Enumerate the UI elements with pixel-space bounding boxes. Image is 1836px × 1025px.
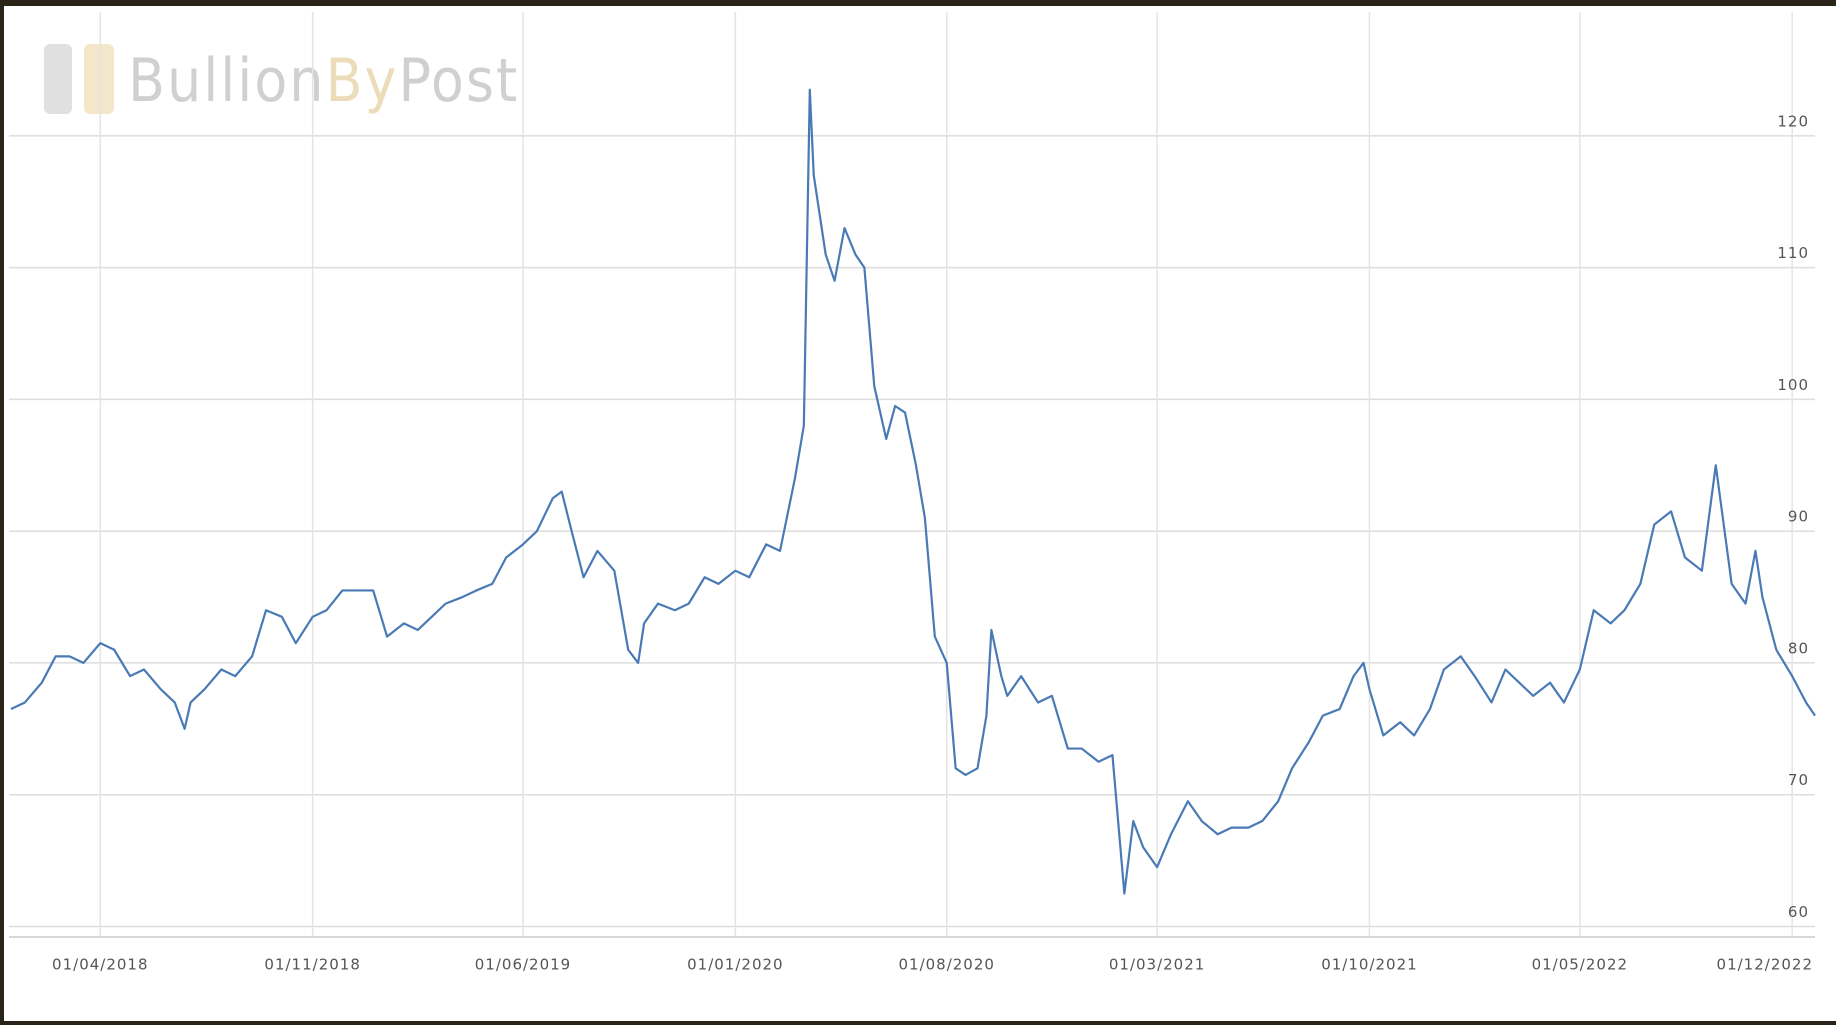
logo-bar [84,44,114,114]
logo: BullionByPost [44,44,519,116]
x-tick-label: 01/01/2020 [687,956,783,974]
y-tick-label: 60 [1788,903,1809,921]
logo-part: By [326,46,399,116]
x-tick-label: 01/05/2022 [1532,956,1628,974]
y-tick-label: 110 [1777,244,1809,262]
plot-background [4,6,1836,1021]
x-tick-label: 01/10/2021 [1321,956,1417,974]
logo-part: Bullion [128,46,326,116]
y-tick-label: 80 [1788,639,1809,657]
y-tick-label: 120 [1777,112,1809,130]
data-line [10,88,1816,895]
logo-text: BullionByPost [128,46,519,116]
y-tick-label: 100 [1777,376,1809,394]
x-tick-label: 01/11/2018 [264,956,360,974]
x-tick-label: 01/03/2021 [1109,956,1205,974]
x-tick-label: 01/08/2020 [898,956,994,974]
y-tick-label: 70 [1788,771,1809,789]
x-tick-label: 01/06/2019 [475,956,571,974]
logo-bar [44,44,72,114]
x-tick-label: 01/04/2018 [52,956,148,974]
logo-part: Post [398,46,519,116]
x-tick-label: 01/12/2022 [1717,956,1813,974]
y-tick-label: 90 [1788,508,1809,526]
grid [9,12,1815,937]
